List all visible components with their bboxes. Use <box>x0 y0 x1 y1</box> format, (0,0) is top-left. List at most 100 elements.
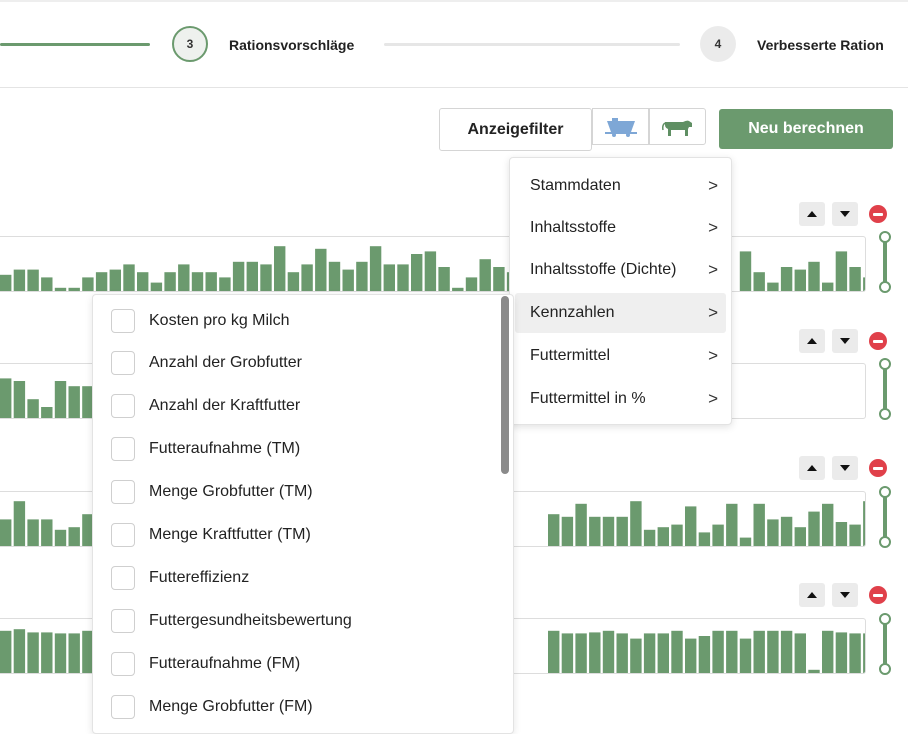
chart-bar <box>616 516 628 546</box>
move-down-button[interactable] <box>832 456 858 480</box>
remove-row-icon[interactable] <box>869 332 887 350</box>
chevron-right-icon: > <box>708 218 718 237</box>
chart-bar <box>602 516 615 546</box>
kennzahlen-checklist: Kosten pro kg Milch Anzahl der Grobfutte… <box>92 294 514 734</box>
check-row-futtereffizienz[interactable]: Futtereffizienz <box>111 563 249 593</box>
cow-icon <box>661 120 692 136</box>
chart-bar <box>328 261 341 291</box>
step-3-circle[interactable]: 3 <box>172 26 208 62</box>
top-divider <box>0 0 908 2</box>
step-4-label[interactable]: Verbesserte Ration <box>757 37 884 53</box>
checkbox[interactable] <box>111 523 135 547</box>
chart-bar <box>630 638 642 673</box>
check-row-anzahl-kraftfutter[interactable]: Anzahl der Kraftfutter <box>111 391 300 421</box>
checkbox[interactable] <box>111 695 135 719</box>
chart-bar <box>863 277 865 291</box>
move-up-button[interactable] <box>799 202 825 226</box>
chart-bar <box>13 629 26 673</box>
check-row-menge-grobfutter-tm[interactable]: Menge Grobfutter (TM) <box>111 477 313 507</box>
chart-bar <box>863 633 865 673</box>
feed-mixer-toggle[interactable] <box>592 108 649 145</box>
move-down-button[interactable] <box>832 583 858 607</box>
chart-bar <box>561 633 574 673</box>
chart-bar <box>739 638 752 673</box>
check-row-menge-kraftfutter-tm[interactable]: Menge Kraftfutter (TM) <box>111 520 311 550</box>
range-slider[interactable] <box>878 358 892 420</box>
step-4-circle[interactable]: 4 <box>700 26 736 62</box>
submenu-item-stammdaten[interactable]: Stammdaten > <box>515 166 726 206</box>
step-connector-done <box>0 43 150 46</box>
check-row-menge-grobfutter-fm[interactable]: Menge Grobfutter (FM) <box>111 692 313 722</box>
checkbox[interactable] <box>111 652 135 676</box>
chart-bar <box>589 632 601 673</box>
recalculate-button[interactable]: Neu berechnen <box>719 109 893 149</box>
move-up-button[interactable] <box>799 456 825 480</box>
check-row-anzahl-grobfutter[interactable]: Anzahl der Grobfutter <box>111 348 302 378</box>
chart-bar <box>835 522 848 546</box>
move-up-button[interactable] <box>799 583 825 607</box>
checkbox[interactable] <box>111 394 135 418</box>
remove-row-icon[interactable] <box>869 459 887 477</box>
check-label: Menge Kraftfutter (TM) <box>149 526 311 543</box>
move-down-button[interactable] <box>832 329 858 353</box>
chart-bar <box>191 272 204 291</box>
bar-chart-svg <box>0 246 865 291</box>
chart-bar <box>13 501 26 546</box>
chart-bar <box>41 407 53 418</box>
remove-row-icon[interactable] <box>869 205 887 223</box>
chart-bar <box>685 638 697 673</box>
chart-bar <box>589 516 601 546</box>
checkbox[interactable] <box>111 480 135 504</box>
checkbox[interactable] <box>111 609 135 633</box>
range-slider[interactable] <box>878 231 892 293</box>
check-label: Kosten pro kg Milch <box>149 312 290 329</box>
caret-up-icon <box>807 592 817 598</box>
chart-bar <box>82 630 94 673</box>
chart-bar <box>68 633 80 673</box>
remove-row-icon[interactable] <box>869 586 887 604</box>
chart-bar <box>27 519 39 546</box>
move-up-button[interactable] <box>799 329 825 353</box>
chart-bar <box>13 381 26 418</box>
chart-bar <box>753 503 765 546</box>
chart-bar <box>465 277 478 291</box>
checkbox[interactable] <box>111 309 135 333</box>
range-slider[interactable] <box>878 613 892 675</box>
check-row-futteraufnahme-fm[interactable]: Futteraufnahme (FM) <box>111 649 300 679</box>
move-down-button[interactable] <box>832 202 858 226</box>
checkbox[interactable] <box>111 351 135 375</box>
chart-bar <box>767 282 779 291</box>
submenu-item-label: Inhaltsstoffe <box>530 219 616 236</box>
cow-toggle[interactable] <box>649 108 706 145</box>
display-filter-button[interactable]: Anzeigefilter <box>439 108 592 151</box>
range-slider[interactable] <box>878 486 892 548</box>
chart-bar <box>27 269 39 291</box>
check-label: Futtereffizienz <box>149 569 250 586</box>
chevron-right-icon: > <box>708 346 718 365</box>
chart-bar <box>808 511 820 546</box>
checklist-scrollbar[interactable] <box>501 296 509 474</box>
caret-down-icon <box>840 338 850 344</box>
submenu-item-futtermittel[interactable]: Futtermittel > <box>515 336 726 376</box>
chart-bar <box>41 632 53 673</box>
check-row-futtergesundheitsbewertung[interactable]: Futtergesundheitsbewertung <box>111 606 352 636</box>
step-3-label[interactable]: Rationsvorschläge <box>229 37 355 53</box>
chart-bar <box>41 277 53 291</box>
checkbox[interactable] <box>111 437 135 461</box>
chart-bar <box>493 267 505 291</box>
check-row-futteraufnahme-tm[interactable]: Futteraufnahme (TM) <box>111 434 300 464</box>
checkbox[interactable] <box>111 566 135 590</box>
check-row-kosten-pro-kg-milch[interactable]: Kosten pro kg Milch <box>111 306 290 336</box>
chart-bar <box>219 277 231 291</box>
submenu-item-inhaltsstoffe[interactable]: Inhaltsstoffe > <box>515 208 726 248</box>
chart-bar <box>68 527 80 546</box>
submenu-item-kennzahlen[interactable]: Kennzahlen > <box>515 293 726 333</box>
submenu-item-inhaltsstoffe-dichte[interactable]: Inhaltsstoffe (Dichte) > <box>515 250 726 290</box>
chart-bar <box>849 633 861 673</box>
bar-chart-svg <box>0 378 94 418</box>
chart-bar <box>246 261 258 291</box>
chart-bar <box>260 264 272 291</box>
chart-bar <box>205 272 217 291</box>
submenu-item-futtermittel-prozent[interactable]: Futtermittel in % > <box>515 379 726 419</box>
check-label: Menge Grobfutter (FM) <box>149 698 313 715</box>
